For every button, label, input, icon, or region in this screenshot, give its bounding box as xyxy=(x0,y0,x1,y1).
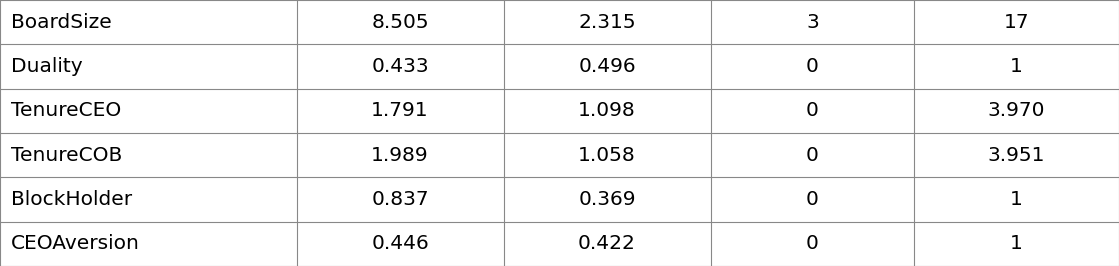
Text: 1.058: 1.058 xyxy=(579,146,636,165)
Text: 17: 17 xyxy=(1004,13,1029,32)
Text: 0: 0 xyxy=(806,57,819,76)
Text: 3: 3 xyxy=(806,13,819,32)
Text: 2.315: 2.315 xyxy=(579,13,636,32)
Text: TenureCOB: TenureCOB xyxy=(11,146,122,165)
Text: 0: 0 xyxy=(806,234,819,253)
Text: CEOAversion: CEOAversion xyxy=(11,234,140,253)
Text: BlockHolder: BlockHolder xyxy=(11,190,132,209)
Text: 1.098: 1.098 xyxy=(579,101,636,120)
Text: 3.970: 3.970 xyxy=(988,101,1045,120)
Text: 1.989: 1.989 xyxy=(372,146,429,165)
Text: 3.951: 3.951 xyxy=(988,146,1045,165)
Text: 0.369: 0.369 xyxy=(579,190,636,209)
Text: BoardSize: BoardSize xyxy=(11,13,112,32)
Text: 0.496: 0.496 xyxy=(579,57,636,76)
Text: 0.433: 0.433 xyxy=(372,57,429,76)
Text: 0: 0 xyxy=(806,190,819,209)
Text: Duality: Duality xyxy=(11,57,83,76)
Text: 0.422: 0.422 xyxy=(579,234,636,253)
Text: 0: 0 xyxy=(806,101,819,120)
Text: 1: 1 xyxy=(1010,57,1023,76)
Text: TenureCEO: TenureCEO xyxy=(11,101,122,120)
Text: 1: 1 xyxy=(1010,234,1023,253)
Text: 0: 0 xyxy=(806,146,819,165)
Text: 1: 1 xyxy=(1010,190,1023,209)
Text: 0.446: 0.446 xyxy=(372,234,429,253)
Text: 0.837: 0.837 xyxy=(372,190,429,209)
Text: 8.505: 8.505 xyxy=(372,13,429,32)
Text: 1.791: 1.791 xyxy=(372,101,429,120)
